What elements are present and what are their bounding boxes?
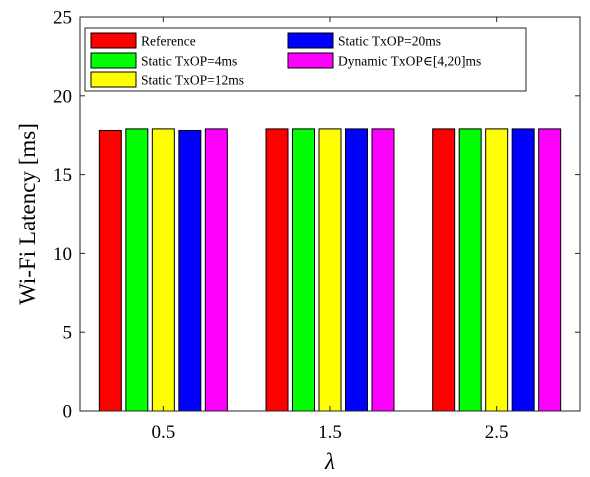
x-tick-label: 0.5	[151, 422, 175, 443]
bar-1-1.5	[265, 128, 289, 412]
bar-2-0.5	[125, 128, 149, 412]
legend-label: Static TxOP=12ms	[141, 73, 244, 88]
bar-4-1.5	[345, 128, 368, 412]
legend-swatch	[287, 32, 334, 49]
y-tick-label: 20	[53, 86, 72, 107]
legend-label: Static TxOP=20ms	[338, 34, 441, 49]
bar-3-1.5	[318, 128, 342, 412]
bar-5-0.5	[204, 128, 228, 412]
bar-5-1.5	[371, 128, 395, 412]
legend-swatch	[90, 71, 137, 88]
y-tick-label: 10	[53, 244, 72, 265]
y-tick-label: 25	[53, 8, 72, 29]
bar-2-2.5	[458, 128, 482, 412]
x-tick-label: 2.5	[485, 422, 509, 443]
legend-swatch	[90, 32, 137, 49]
bar-1-0.5	[98, 129, 122, 412]
bar-3-0.5	[151, 128, 175, 412]
y-tick-label: 15	[53, 165, 72, 186]
bar-1-2.5	[432, 128, 456, 412]
x-tick-label: 1.5	[318, 422, 342, 443]
legend-label: Reference	[141, 34, 196, 49]
bar-5-2.5	[538, 128, 562, 412]
y-tick-label: 0	[63, 402, 73, 423]
bar-3-2.5	[485, 128, 509, 412]
y-tick-label: 5	[63, 323, 73, 344]
bar-4-0.5	[178, 129, 202, 412]
legend: Reference Static TxOP=4ms Static TxOP=12ms…	[84, 27, 527, 92]
y-axis: 0 5 10 15 20 25	[53, 8, 580, 423]
x-axis: 0.5 1.5 2.5	[151, 17, 509, 443]
legend-label: Dynamic TxOP∈[4,20]ms	[338, 54, 481, 69]
legend-swatch	[90, 52, 137, 69]
bar-4-2.5	[511, 128, 535, 412]
bar-2-1.5	[292, 128, 315, 412]
x-axis-label: λ	[324, 449, 335, 474]
y-axis-label: Wi-Fi Latency [ms]	[15, 123, 40, 305]
bars-layer	[98, 128, 562, 412]
legend-label: Static TxOP=4ms	[141, 54, 237, 69]
legend-swatch	[287, 52, 334, 69]
